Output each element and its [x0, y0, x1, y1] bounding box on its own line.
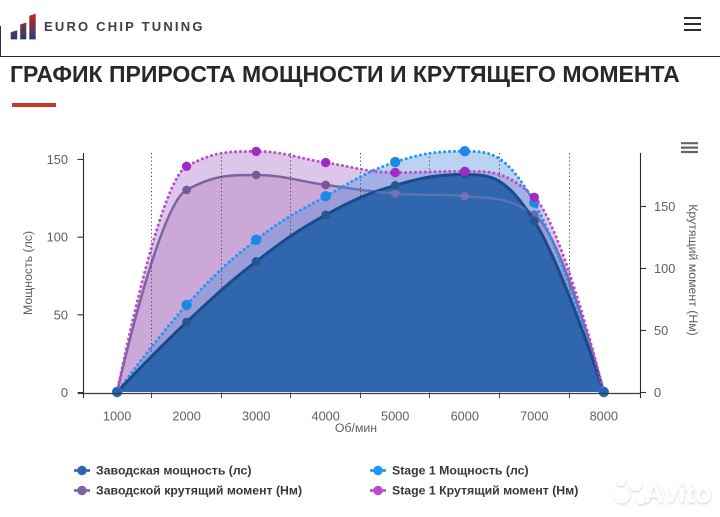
svg-text:150: 150	[654, 199, 675, 214]
svg-text:2000: 2000	[172, 408, 200, 423]
svg-text:Крутящий момент (Нм): Крутящий момент (Нм)	[686, 204, 700, 336]
svg-text:4000: 4000	[311, 408, 339, 423]
svg-text:Stage 1 Мощность (лс): Stage 1 Мощность (лс)	[392, 464, 529, 478]
svg-text:0: 0	[61, 385, 68, 400]
svg-text:50: 50	[54, 307, 68, 322]
svg-text:1000: 1000	[103, 408, 131, 423]
svg-text:Мощность (лс): Мощность (лс)	[21, 231, 35, 315]
svg-text:Заводской крутящий момент (Нм): Заводской крутящий момент (Нм)	[96, 484, 302, 498]
svg-text:150: 150	[47, 152, 68, 167]
svg-text:0: 0	[654, 385, 661, 400]
svg-text:7000: 7000	[520, 408, 548, 423]
svg-text:Stage 1 Крутящий момент (Нм): Stage 1 Крутящий момент (Нм)	[392, 484, 578, 498]
svg-text:100: 100	[47, 230, 68, 245]
svg-text:8000: 8000	[590, 408, 618, 423]
svg-text:3000: 3000	[242, 408, 270, 423]
svg-text:Об/мин: Об/мин	[335, 421, 377, 435]
svg-text:100: 100	[654, 261, 675, 276]
svg-text:5000: 5000	[381, 408, 409, 423]
svg-text:50: 50	[654, 323, 668, 338]
svg-text:Avito: Avito	[644, 478, 712, 509]
svg-text:Заводская мощность (лс): Заводская мощность (лс)	[96, 464, 251, 478]
svg-text:6000: 6000	[451, 408, 479, 423]
